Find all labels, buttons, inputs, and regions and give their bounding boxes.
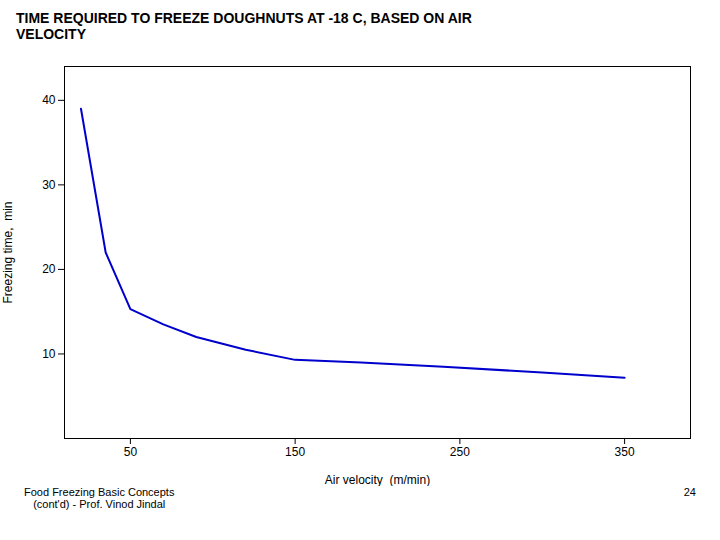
svg-text:Air velocity (m/min): Air velocity (m/min) — [325, 473, 430, 487]
svg-text:10: 10 — [42, 347, 56, 361]
svg-text:Freezing time, min: Freezing time, min — [1, 201, 15, 303]
svg-text:30: 30 — [42, 178, 56, 192]
svg-text:50: 50 — [124, 445, 138, 459]
svg-text:40: 40 — [42, 93, 56, 107]
html-text:TIME REQUIRED TO FREEZE DOUGHN: TIME REQUIRED TO FREEZE DOUGHNUTS AT -18… — [16, 10, 472, 42]
svg-text:150: 150 — [285, 445, 305, 459]
svg-text:250: 250 — [450, 445, 470, 459]
html-text:Food Freezing Basic Concepts (: Food Freezing Basic Concepts (cont'd) - … — [24, 486, 175, 510]
svg-text:20: 20 — [42, 262, 56, 276]
html-text:24: 24 — [683, 486, 696, 498]
svg-text:350: 350 — [615, 445, 635, 459]
